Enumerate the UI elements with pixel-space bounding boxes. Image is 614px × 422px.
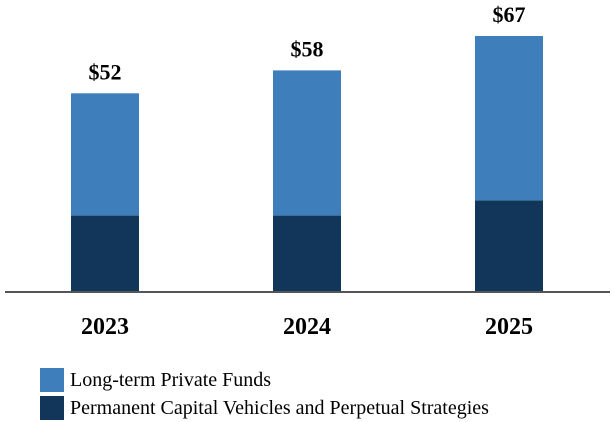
labels-group: $52 2023 $58 2024 $67 2025 [81, 2, 533, 340]
total-label-2025: $67 [493, 2, 526, 27]
category-label-2023: 2023 [81, 314, 129, 340]
legend: Long-term Private Funds Permanent Capita… [40, 366, 489, 422]
bar-2025-series-0 [475, 200, 543, 292]
bar-2025-series-1 [475, 36, 543, 201]
legend-swatch-long-term-private-funds [40, 368, 64, 392]
bar-2024-series-0 [273, 215, 341, 292]
bars-group [71, 36, 543, 292]
legend-label-permanent-capital: Permanent Capital Vehicles and Perpetual… [70, 396, 489, 419]
total-label-2023: $52 [89, 59, 122, 84]
legend-item-permanent-capital: Permanent Capital Vehicles and Perpetual… [40, 394, 489, 422]
category-label-2024: 2024 [283, 314, 331, 340]
bar-2023-series-1 [71, 93, 139, 216]
total-label-2024: $58 [291, 36, 324, 61]
legend-item-long-term-private-funds: Long-term Private Funds [40, 366, 489, 394]
category-label-2025: 2025 [485, 314, 533, 340]
legend-label-long-term-private-funds: Long-term Private Funds [70, 368, 272, 391]
bar-2024-series-1 [273, 70, 341, 216]
legend-swatch-permanent-capital [40, 396, 64, 420]
bar-2023-series-0 [71, 215, 139, 292]
